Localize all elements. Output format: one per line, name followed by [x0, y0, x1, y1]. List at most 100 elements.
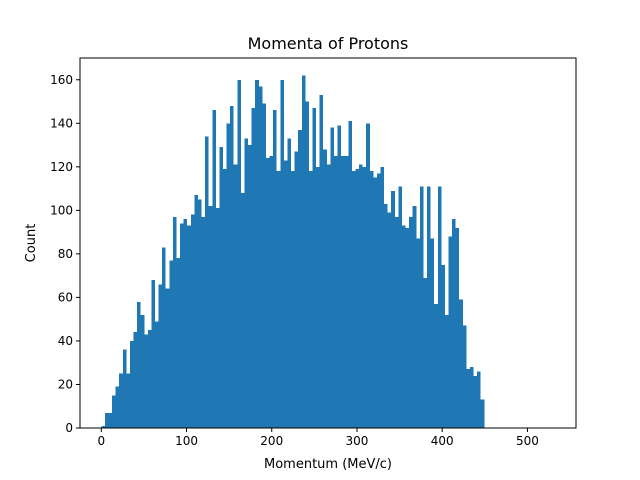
axes-frame — [79, 57, 577, 429]
histogram-bar — [172, 216, 177, 428]
histogram-bar — [480, 399, 485, 428]
y-tick-label: 140 — [50, 116, 73, 130]
histogram-bar — [158, 284, 163, 428]
histogram-bar — [119, 373, 123, 428]
histogram-bar — [423, 277, 428, 428]
histogram-bar — [255, 79, 259, 428]
x-tick-label: 500 — [516, 434, 539, 448]
histogram-bar — [448, 236, 453, 428]
histogram-bar — [466, 369, 470, 428]
histogram-bar — [140, 314, 145, 428]
histogram-bar — [112, 395, 116, 428]
y-tick-label: 100 — [50, 203, 73, 217]
histogram-bar — [401, 225, 406, 428]
histogram-bars — [101, 75, 485, 429]
histogram-bar — [237, 79, 241, 428]
histogram-bar — [405, 227, 410, 428]
histogram-bar — [126, 373, 130, 428]
chart-title: Momenta of Protons — [248, 34, 409, 53]
histogram-bar — [144, 334, 148, 428]
histogram-bar — [240, 192, 245, 428]
histogram-bar — [205, 136, 209, 428]
histogram-bar — [477, 371, 481, 428]
histogram-bar — [187, 225, 191, 428]
histogram-bar — [180, 223, 184, 428]
histogram-bar — [251, 108, 256, 428]
histogram-bar — [294, 151, 299, 428]
histogram-bar — [398, 186, 402, 428]
y-tick-label: 40 — [58, 334, 73, 348]
histogram-bar — [469, 367, 474, 428]
histogram-bar — [452, 219, 456, 428]
x-tick-label: 0 — [97, 434, 105, 448]
histogram-bar — [427, 186, 431, 428]
histogram-bar — [283, 160, 288, 428]
histogram-bar — [444, 314, 449, 428]
histogram-bar — [459, 299, 463, 428]
histogram-bar — [455, 227, 460, 428]
histogram-bar — [201, 216, 206, 428]
histogram-bar — [319, 95, 324, 428]
histogram-bar — [176, 258, 181, 428]
histogram-bar — [147, 330, 152, 428]
y-tick-label: 0 — [65, 421, 73, 435]
histogram-bar — [326, 164, 331, 428]
histogram-bar — [301, 75, 306, 428]
histogram-bar — [330, 127, 334, 428]
histogram-bar — [416, 238, 420, 428]
histogram-bar — [165, 288, 170, 428]
histogram-bar — [104, 412, 109, 428]
x-tick-label: 200 — [260, 434, 283, 448]
histogram-bar — [337, 125, 342, 429]
histogram-bar — [323, 149, 327, 429]
y-axis-label: Count — [24, 224, 39, 263]
histogram-bar — [215, 208, 220, 428]
histogram-bar — [412, 206, 417, 428]
histogram-bar — [462, 325, 467, 428]
histogram-bar — [269, 155, 274, 429]
y-tick-label: 80 — [58, 247, 73, 261]
histogram-bar — [362, 166, 367, 428]
histogram-bar — [248, 145, 252, 428]
histogram-bar — [183, 219, 188, 428]
histogram-bar — [437, 186, 442, 428]
histogram-bar — [380, 166, 385, 428]
histogram-bar — [230, 105, 234, 428]
histogram-bar — [226, 123, 231, 428]
histogram-bar — [387, 212, 392, 428]
histogram-bar — [133, 332, 138, 428]
histogram-bar — [265, 158, 270, 428]
histogram-bar — [115, 386, 120, 428]
histogram-bar — [348, 121, 352, 428]
histogram-bar — [190, 214, 195, 428]
histogram-bar — [394, 216, 399, 428]
x-tick-label: 100 — [175, 434, 198, 448]
histogram-bar — [122, 349, 127, 428]
x-axis-label: Momentum (MeV/c) — [264, 457, 392, 472]
histogram-bar — [137, 301, 141, 428]
histogram-bar — [298, 129, 302, 428]
histogram-bar — [129, 340, 134, 428]
x-axis-ticks: 0 100 200 300 400 500 — [97, 428, 539, 448]
histogram-bar — [258, 86, 263, 428]
histogram-bar — [333, 155, 338, 429]
histogram-bar — [312, 108, 317, 428]
histogram-bar — [305, 101, 309, 428]
histogram-bar — [391, 190, 395, 428]
histogram-bar — [341, 155, 345, 429]
histogram-bar — [162, 247, 166, 428]
histogram-bar — [233, 164, 238, 428]
histogram-bar — [194, 195, 198, 428]
histogram-bar — [151, 280, 155, 428]
histogram-bar — [101, 425, 105, 428]
histogram-bar — [169, 260, 173, 428]
histogram-bar — [366, 123, 370, 428]
histogram-bar — [441, 264, 445, 428]
histogram-bar — [108, 412, 113, 428]
histogram-bar — [287, 138, 292, 428]
histogram-bar — [316, 166, 320, 428]
histogram-bar — [244, 138, 249, 428]
histogram-bar — [355, 169, 360, 428]
histogram-bar — [434, 303, 438, 428]
x-tick-label: 400 — [431, 434, 454, 448]
